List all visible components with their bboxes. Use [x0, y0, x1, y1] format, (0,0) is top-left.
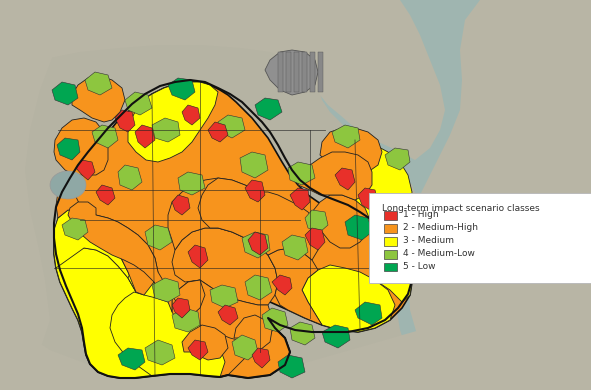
- Polygon shape: [56, 180, 158, 295]
- Polygon shape: [210, 285, 238, 308]
- Polygon shape: [152, 118, 180, 142]
- Polygon shape: [252, 348, 270, 368]
- Polygon shape: [320, 128, 382, 175]
- Polygon shape: [345, 215, 372, 240]
- Polygon shape: [110, 292, 225, 377]
- Polygon shape: [178, 172, 205, 195]
- Text: 4 - Medium-Low: 4 - Medium-Low: [403, 249, 475, 258]
- Polygon shape: [62, 218, 88, 240]
- Polygon shape: [135, 125, 155, 148]
- Polygon shape: [310, 52, 315, 92]
- Polygon shape: [76, 160, 95, 180]
- Polygon shape: [242, 232, 270, 258]
- Polygon shape: [172, 280, 272, 342]
- Polygon shape: [240, 152, 268, 178]
- Polygon shape: [245, 275, 272, 300]
- Polygon shape: [255, 98, 282, 120]
- Polygon shape: [54, 210, 136, 292]
- Polygon shape: [125, 92, 152, 115]
- Polygon shape: [298, 152, 372, 200]
- Polygon shape: [358, 188, 378, 210]
- Polygon shape: [145, 225, 172, 250]
- Polygon shape: [52, 82, 78, 105]
- Polygon shape: [50, 171, 86, 199]
- Polygon shape: [372, 202, 398, 225]
- FancyBboxPatch shape: [369, 193, 591, 283]
- Polygon shape: [182, 105, 200, 125]
- Polygon shape: [172, 195, 190, 215]
- Polygon shape: [302, 52, 307, 92]
- Polygon shape: [278, 52, 283, 92]
- Polygon shape: [318, 52, 323, 92]
- Polygon shape: [232, 335, 258, 360]
- Polygon shape: [245, 180, 265, 202]
- Polygon shape: [57, 138, 80, 160]
- Polygon shape: [312, 195, 370, 248]
- Polygon shape: [118, 165, 142, 190]
- Polygon shape: [54, 118, 108, 175]
- Polygon shape: [218, 305, 238, 325]
- Text: Long-term impact scenario classes: Long-term impact scenario classes: [382, 204, 540, 213]
- Polygon shape: [278, 355, 305, 378]
- Polygon shape: [128, 265, 192, 374]
- Polygon shape: [294, 52, 299, 92]
- Polygon shape: [208, 122, 228, 142]
- Bar: [384, 211, 397, 220]
- Polygon shape: [288, 162, 315, 185]
- Polygon shape: [182, 325, 228, 360]
- Polygon shape: [375, 220, 415, 302]
- Bar: [384, 237, 397, 246]
- Polygon shape: [408, 0, 591, 390]
- Polygon shape: [302, 265, 395, 332]
- Text: 1 - High: 1 - High: [403, 210, 439, 219]
- Polygon shape: [265, 50, 318, 95]
- Polygon shape: [0, 0, 445, 160]
- Polygon shape: [228, 328, 290, 378]
- Polygon shape: [54, 82, 412, 378]
- Polygon shape: [152, 278, 180, 302]
- Polygon shape: [328, 142, 412, 220]
- Polygon shape: [330, 192, 415, 282]
- Text: 5 - Low: 5 - Low: [403, 262, 436, 271]
- Polygon shape: [168, 78, 195, 100]
- Polygon shape: [248, 232, 268, 255]
- Polygon shape: [268, 248, 322, 325]
- Bar: [384, 224, 397, 233]
- Polygon shape: [290, 188, 310, 210]
- Polygon shape: [172, 298, 190, 318]
- Polygon shape: [172, 228, 278, 305]
- Polygon shape: [92, 125, 118, 148]
- Polygon shape: [355, 302, 382, 325]
- Polygon shape: [322, 325, 350, 348]
- Polygon shape: [188, 245, 208, 268]
- Polygon shape: [305, 210, 328, 232]
- Polygon shape: [385, 148, 410, 170]
- Polygon shape: [218, 115, 245, 138]
- Bar: [384, 250, 397, 259]
- Polygon shape: [282, 235, 308, 260]
- Polygon shape: [85, 72, 112, 95]
- Polygon shape: [128, 82, 218, 162]
- Polygon shape: [198, 178, 320, 260]
- Text: 3 - Medium: 3 - Medium: [403, 236, 454, 245]
- Polygon shape: [56, 248, 155, 378]
- Text: 2 - Medium-High: 2 - Medium-High: [403, 223, 478, 232]
- Polygon shape: [305, 228, 325, 250]
- Polygon shape: [115, 110, 135, 132]
- Bar: [384, 263, 397, 271]
- Polygon shape: [272, 275, 292, 295]
- Polygon shape: [0, 310, 591, 390]
- Polygon shape: [168, 178, 282, 268]
- Polygon shape: [68, 202, 205, 315]
- Polygon shape: [188, 340, 208, 360]
- Polygon shape: [234, 315, 272, 350]
- Polygon shape: [286, 52, 291, 92]
- Polygon shape: [0, 0, 55, 390]
- Polygon shape: [118, 348, 145, 370]
- Polygon shape: [332, 125, 360, 148]
- Polygon shape: [262, 308, 288, 332]
- Polygon shape: [335, 168, 355, 190]
- Polygon shape: [145, 340, 175, 365]
- Polygon shape: [72, 76, 125, 122]
